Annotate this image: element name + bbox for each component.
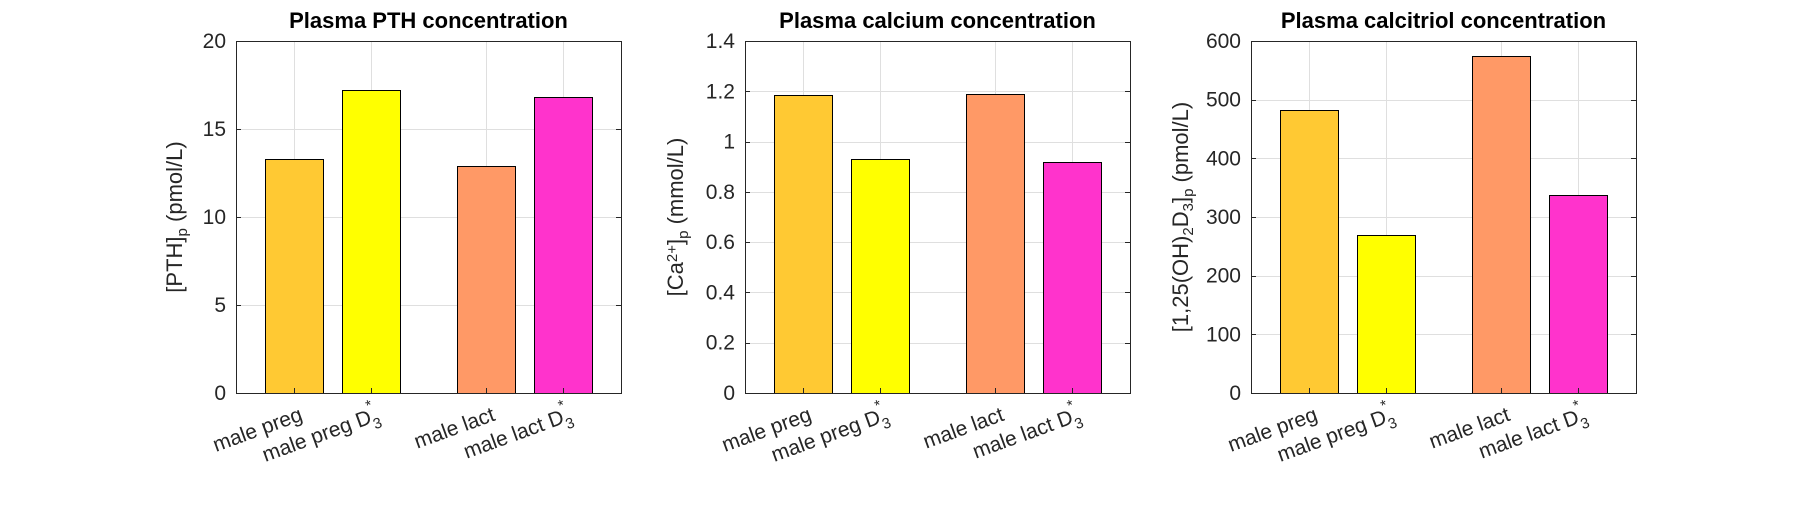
y-tick-label: 1 bbox=[723, 131, 735, 154]
bar-3 bbox=[966, 94, 1025, 394]
y-tick-label: 1.2 bbox=[706, 80, 735, 103]
axes-box bbox=[745, 41, 1131, 394]
y-tick-label: 400 bbox=[1206, 147, 1241, 170]
chart-title: Plasma calcium concentration bbox=[779, 8, 1096, 33]
bar-1 bbox=[265, 159, 324, 394]
bar-2 bbox=[342, 90, 401, 394]
chart-panel-2: 0 0.2 0.4 0.6 0.8 1 1.2 1.4 Plasma calcium conce… bbox=[663, 8, 1131, 467]
bar-1 bbox=[1280, 110, 1339, 394]
bar-2 bbox=[851, 159, 910, 394]
y-tick-label: 500 bbox=[1206, 89, 1241, 112]
y-tick-label: 300 bbox=[1206, 206, 1241, 229]
y-tick-label: 0.6 bbox=[706, 231, 735, 254]
bar-3 bbox=[457, 166, 516, 394]
y-tick-label: 100 bbox=[1206, 323, 1241, 346]
y-axis-label: [PTH]p (pmol/L) bbox=[162, 141, 191, 292]
bar-4 bbox=[534, 97, 593, 394]
chart-panel-1: 0 5 10 15 20 Plasma PTH concentration [PTH]p (… bbox=[162, 8, 622, 467]
y-tick-label: 0.2 bbox=[706, 332, 735, 355]
y-tick-label: 5 bbox=[214, 294, 226, 317]
y-tick-label: 15 bbox=[203, 118, 226, 141]
chart-title: Plasma calcitriol concentration bbox=[1281, 8, 1606, 33]
y-tick-label: 0 bbox=[1229, 382, 1241, 405]
y-tick-label: 200 bbox=[1206, 265, 1241, 288]
bar-1 bbox=[774, 95, 833, 394]
bar-4 bbox=[1043, 162, 1102, 394]
y-tick-label: 0 bbox=[723, 382, 735, 405]
chart-panel-3: 0 100 200 300 400 500 600 Plasma calcitriol con… bbox=[1168, 8, 1637, 467]
chart-title: Plasma PTH concentration bbox=[289, 8, 568, 33]
y-tick-label: 20 bbox=[203, 30, 226, 53]
bar-3 bbox=[1472, 56, 1531, 394]
y-tick-label: 1.4 bbox=[706, 30, 736, 53]
y-tick-label: 600 bbox=[1206, 30, 1241, 53]
y-axis-label: [Ca2+]p (mmol/L) bbox=[663, 138, 692, 297]
y-axis-label: [1,25(OH)2D3]p (pmol/L) bbox=[1168, 102, 1197, 332]
y-tick-label: 0 bbox=[214, 382, 226, 405]
bar-4 bbox=[1549, 195, 1608, 394]
bar-2 bbox=[1357, 235, 1416, 394]
y-tick-label: 0.8 bbox=[706, 181, 735, 204]
y-tick-label: 10 bbox=[203, 206, 226, 229]
y-tick-label: 0.4 bbox=[706, 281, 736, 304]
